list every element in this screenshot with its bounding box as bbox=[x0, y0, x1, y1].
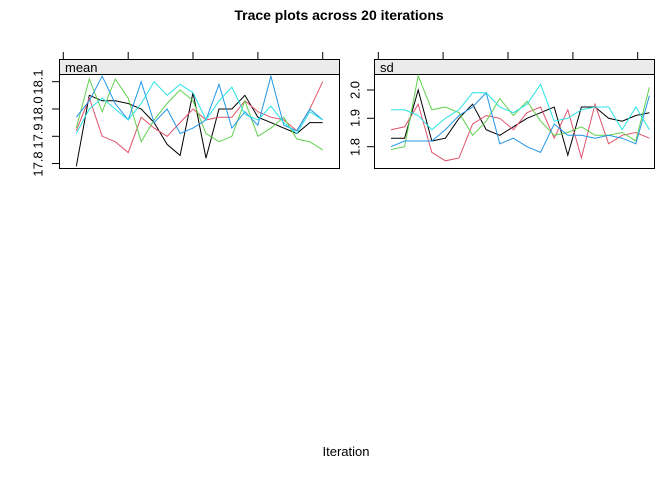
plot-area-mean bbox=[59, 75, 340, 169]
strip-label-mean: mean bbox=[65, 60, 98, 75]
y-tick-label: 1.9 bbox=[347, 109, 363, 128]
y-tick-label: 17.8 bbox=[30, 150, 46, 177]
y-tick-label: 18.1 bbox=[30, 69, 46, 95]
strip-label-sd: sd bbox=[380, 60, 394, 75]
plot-area-sd bbox=[374, 75, 655, 169]
y-tick-label: 18.0 bbox=[30, 96, 46, 122]
strip-sd: sd bbox=[374, 59, 655, 75]
y-tick-label: 1.8 bbox=[347, 137, 363, 156]
strip-mean: mean bbox=[59, 59, 340, 75]
y-tick-label: 17.9 bbox=[30, 123, 46, 149]
x-axis-label: Iteration bbox=[322, 444, 370, 459]
y-tick-label: 2.0 bbox=[347, 80, 363, 100]
figure-title: Trace plots across 20 iterations bbox=[234, 7, 444, 23]
